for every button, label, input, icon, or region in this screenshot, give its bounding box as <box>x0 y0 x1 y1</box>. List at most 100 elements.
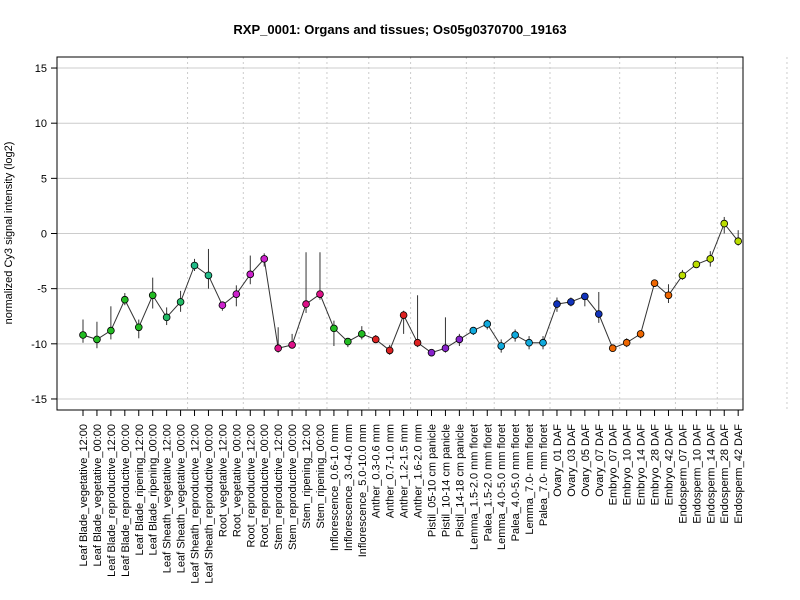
data-point <box>581 292 589 301</box>
x-tick-label: Leaf Blade_reproductive_00:00 <box>120 424 132 577</box>
data-point <box>483 320 492 328</box>
data-point <box>399 311 408 319</box>
x-tick-label: Lemma_7.0- mm floret <box>524 424 536 535</box>
data-point <box>441 344 450 353</box>
data-point <box>371 335 380 344</box>
x-tick-label: Leaf Blade_reproductive_12:00 <box>106 424 118 577</box>
x-tick-label: Inflorescence_5.0-10.0 mm <box>357 424 369 557</box>
x-tick-label: Leaf Blade_ripening_12:00 <box>134 424 146 556</box>
x-tick-label: Inflorescence_0.6-1.0 mm <box>329 424 341 551</box>
x-tick-label: Embryo_14 DAF <box>636 424 648 506</box>
data-point <box>162 313 171 322</box>
x-tick-label: Leaf Sheath_reproductive_12:00 <box>190 424 202 584</box>
data-point <box>274 344 282 353</box>
data-point <box>176 298 185 306</box>
data-point <box>79 331 87 339</box>
data-point <box>232 290 241 298</box>
data-point <box>664 291 673 300</box>
x-tick-label: Ovary_01 DAF <box>552 424 564 497</box>
data-point <box>567 298 575 306</box>
x-tick-label: Leaf Sheath_vegetative_12:00 <box>162 424 174 573</box>
x-tick-label: Ovary_03 DAF <box>566 424 578 497</box>
data-point <box>260 255 269 263</box>
x-tick-label: Pistil_10-14 cm panicle <box>440 424 452 537</box>
y-tick-label: -15 <box>31 394 47 406</box>
x-tick-label: Embryo_28 DAF <box>650 424 662 506</box>
x-tick-label: Stem_reproductive_12:00 <box>273 424 285 550</box>
x-tick-label: Leaf Sheath_reproductive_00:00 <box>203 424 215 584</box>
data-point <box>469 326 478 335</box>
data-point <box>134 323 143 332</box>
x-tick-label: Anther_0.3-0.6 mm <box>371 424 383 518</box>
x-tick-label: Palea_7.0- mm floret <box>538 424 550 526</box>
data-point <box>594 310 603 318</box>
x-tick-label: Embryo_42 DAF <box>663 424 675 506</box>
data-point <box>93 335 101 344</box>
x-tick-label: Root_vegetative_12:00 <box>217 424 229 537</box>
y-tick-label: -10 <box>31 339 47 351</box>
grid <box>57 57 788 410</box>
x-tick-label: Inflorescence_3.0-4.0 mm <box>343 424 355 551</box>
data-point <box>344 337 352 346</box>
y-tick-label: -5 <box>37 284 47 296</box>
data-point <box>539 338 547 347</box>
y-tick-label: 10 <box>35 118 47 130</box>
x-tick-label: Leaf Blade_vegetative_00:00 <box>92 424 104 567</box>
x-tick-label: Endosperm_07 DAF <box>677 424 689 524</box>
series-expression <box>79 216 742 357</box>
x-tick-label: Anther_1.2-1.5 mm <box>399 424 411 518</box>
data-point <box>455 335 464 344</box>
x-tick-label: Embryo_10 DAF <box>622 424 634 506</box>
data-point <box>734 237 742 246</box>
x-tick-label: Lemma_4.0-5.0 mm floret <box>496 424 508 550</box>
x-axis-labels: Leaf Blade_vegetative_12:00 Leaf Blade_ve… <box>78 410 745 584</box>
x-tick-label: Endosperm_10 DAF <box>691 424 703 524</box>
data-point <box>288 341 296 349</box>
y-tick-label: 0 <box>41 229 47 241</box>
x-tick-label: Stem_reproductive_00:00 <box>287 424 299 550</box>
x-tick-label: Lemma_1.5-2.0 mm floret <box>468 424 480 550</box>
data-point <box>636 330 645 338</box>
data-point <box>121 295 129 304</box>
data-point <box>553 300 561 308</box>
x-tick-label: Root_reproductive_12:00 <box>245 424 257 548</box>
data-point <box>302 300 310 308</box>
x-tick-label: Leaf Blade_ripening_00:00 <box>148 424 160 556</box>
x-tick-label: Pistil_14-18 cm panicle <box>454 424 466 537</box>
x-tick-label: Root_reproductive_00:00 <box>259 424 271 548</box>
data-point <box>706 255 715 263</box>
data-point <box>678 271 687 280</box>
x-tick-label: Endosperm_28 DAF <box>719 424 731 524</box>
data-point <box>608 344 617 353</box>
data-point <box>148 291 157 300</box>
x-tick-label: Ovary_07 DAF <box>594 424 606 497</box>
data-point <box>413 338 422 347</box>
data-point <box>357 330 366 338</box>
x-tick-label: Stem_ripening_00:00 <box>315 424 327 529</box>
data-point <box>427 348 436 357</box>
data-point <box>107 326 115 335</box>
data-point <box>330 324 338 333</box>
y-tick-label: 15 <box>35 63 47 75</box>
x-tick-label: Palea_4.0-5.0 mm floret <box>510 424 522 541</box>
x-tick-label: Pistil_05-10 cm panicle <box>427 424 439 537</box>
x-tick-label: Leaf Blade_vegetative_12:00 <box>78 424 90 567</box>
data-point <box>511 331 519 339</box>
data-point <box>204 271 213 280</box>
chart-title: RXP_0001: Organs and tissues; Os05g03707… <box>233 22 566 37</box>
data-point <box>622 338 631 347</box>
x-tick-label: Endosperm_42 DAF <box>733 424 745 524</box>
y-axis: -15 -10 -5 0 5 10 15 <box>31 63 57 406</box>
y-tick-label: 5 <box>41 173 47 185</box>
data-point <box>246 270 255 279</box>
plot-frame <box>56 56 744 411</box>
data-point <box>650 279 659 287</box>
x-tick-label: Root_vegetative_00:00 <box>231 424 243 537</box>
data-point <box>720 219 729 228</box>
data-point <box>385 346 394 355</box>
data-point <box>497 342 506 350</box>
y-axis-label: normalized Cy3 signal intensity (log2) <box>3 142 15 325</box>
x-tick-label: Embryo_07 DAF <box>608 424 620 506</box>
x-tick-label: Anther_1.6-2.0 mm <box>413 424 425 518</box>
